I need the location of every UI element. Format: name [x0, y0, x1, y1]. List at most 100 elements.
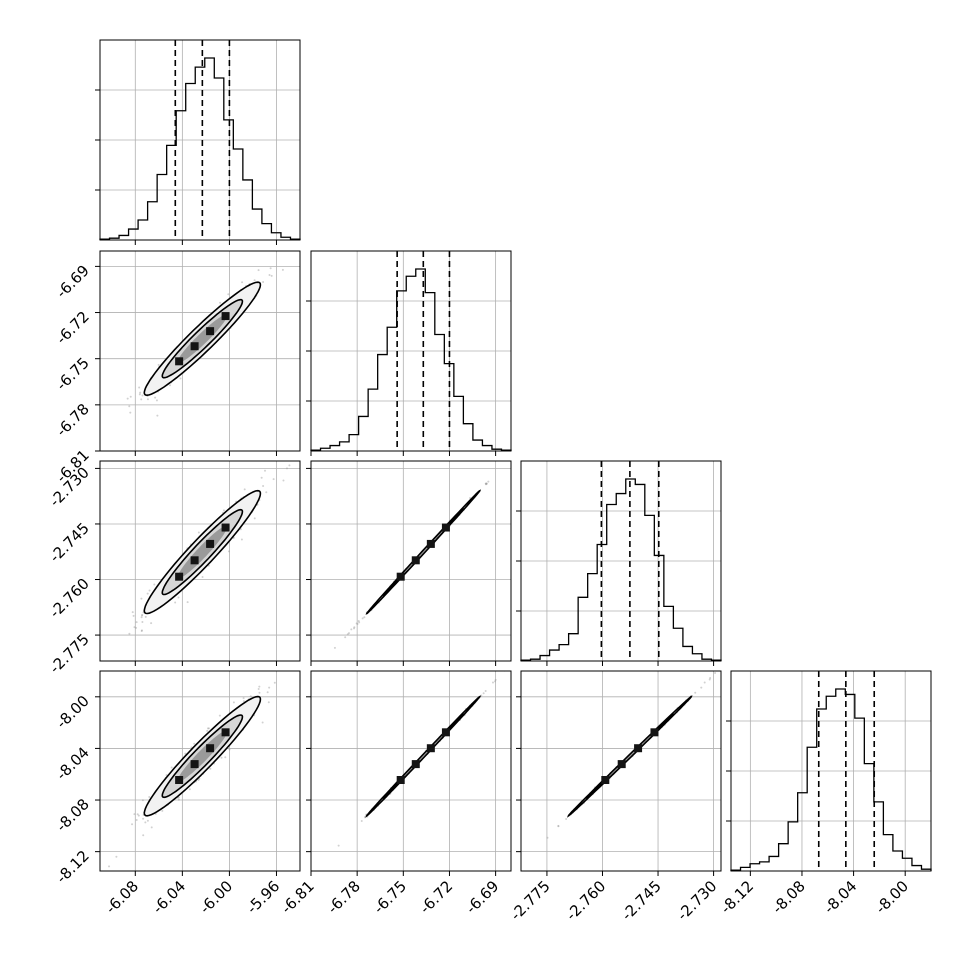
sample-point	[179, 377, 182, 380]
density-panel-2-0	[99, 460, 301, 662]
sample-point	[148, 589, 151, 592]
sample-point	[469, 497, 472, 500]
sample-point	[115, 855, 118, 858]
xtick-label-1-0: -6.69	[462, 877, 502, 917]
sample-point	[285, 467, 288, 470]
density-panel-1-0	[99, 250, 301, 452]
sample-point	[133, 626, 136, 629]
density-core-block	[221, 523, 230, 532]
xtick-label-1-2: -6.75	[370, 877, 410, 917]
sample-point	[484, 690, 487, 693]
sample-point	[268, 686, 271, 689]
sample-point	[177, 796, 180, 799]
xtick-label-3-2: -8.04	[820, 877, 860, 917]
xtick-label-0-0: -6.08	[102, 877, 142, 917]
ytick-label-3-1: -8.08	[53, 795, 93, 835]
sample-point	[129, 411, 132, 414]
sample-point	[281, 268, 284, 271]
density-panel-3-1	[310, 670, 512, 872]
sample-point	[344, 636, 347, 639]
sample-point	[482, 692, 485, 695]
sample-point	[184, 752, 187, 755]
sample-point	[186, 601, 189, 604]
sample-point	[174, 601, 177, 604]
sample-point	[273, 681, 276, 684]
sample-point	[355, 622, 358, 625]
sample-point	[150, 622, 153, 625]
density-panel-2-1	[310, 460, 512, 662]
sample-point	[128, 405, 131, 408]
sample-point	[161, 809, 164, 812]
sample-point	[150, 826, 153, 829]
sample-point	[219, 301, 222, 304]
sample-point	[264, 469, 267, 472]
sample-point	[188, 788, 191, 791]
sample-point	[249, 695, 252, 698]
sample-point	[347, 632, 350, 635]
sample-point	[494, 678, 497, 681]
density-core-block	[190, 556, 199, 565]
density-core-block	[175, 357, 184, 366]
sample-point	[546, 836, 549, 839]
density-core-block	[601, 776, 610, 785]
sample-point	[228, 748, 231, 751]
sample-point	[557, 824, 560, 827]
sample-point	[142, 817, 145, 820]
density-frame-2-1	[310, 460, 512, 662]
density-core-block	[221, 728, 230, 737]
sample-point	[218, 714, 221, 717]
density-core-block	[617, 760, 626, 769]
sample-point	[146, 592, 149, 595]
hist-frame-1	[310, 250, 512, 452]
sample-point	[253, 517, 256, 520]
ytick-label-1-0: -6.69	[53, 261, 93, 301]
ytick-label-3-3: -8.00	[53, 692, 93, 732]
xtick-label-0-3: -5.96	[243, 877, 283, 917]
density-core-block	[441, 523, 450, 532]
histogram-1	[310, 268, 512, 451]
sample-point	[177, 596, 180, 599]
density-body-2-1	[333, 480, 490, 649]
hist-panel-3	[726, 670, 932, 872]
sample-point	[170, 766, 173, 769]
sample-point	[240, 538, 243, 541]
sample-point	[224, 756, 227, 759]
hist-frame-2	[520, 460, 722, 662]
density-core-block	[426, 744, 435, 753]
sample-point	[358, 621, 361, 624]
sample-point	[242, 697, 245, 700]
ytick-label-2-3: -2.775	[46, 630, 93, 677]
sample-point	[565, 817, 568, 820]
sample-point	[197, 531, 200, 534]
density-core-mid	[177, 525, 228, 579]
density-core-mid	[603, 730, 657, 782]
sample-point	[142, 834, 145, 837]
sample-point	[141, 621, 144, 624]
sample-point	[140, 629, 143, 632]
sample-point	[261, 721, 264, 724]
sample-point	[146, 398, 149, 401]
sample-point	[209, 767, 212, 770]
sample-point	[138, 386, 141, 389]
sample-point	[157, 363, 160, 366]
ytick-label-1-2: -6.75	[53, 354, 93, 394]
histogram-2	[520, 478, 722, 661]
density-core-block	[426, 539, 435, 548]
sample-point	[353, 627, 356, 630]
sample-point	[132, 614, 135, 617]
sample-point	[257, 269, 260, 272]
density-core-block	[396, 776, 405, 785]
hist-panel-2	[516, 460, 722, 662]
sample-point	[714, 672, 717, 675]
sample-point	[491, 681, 494, 684]
sample-point	[363, 816, 366, 819]
sample-point	[140, 597, 143, 600]
sample-point	[193, 742, 196, 745]
density-core-block	[206, 539, 215, 548]
sample-point	[131, 823, 134, 826]
sample-point	[258, 691, 261, 694]
xtick-label-2-2: -2.760	[562, 877, 609, 924]
sample-point	[356, 623, 359, 626]
density-core-block	[411, 760, 420, 769]
density-core-block	[650, 728, 659, 737]
